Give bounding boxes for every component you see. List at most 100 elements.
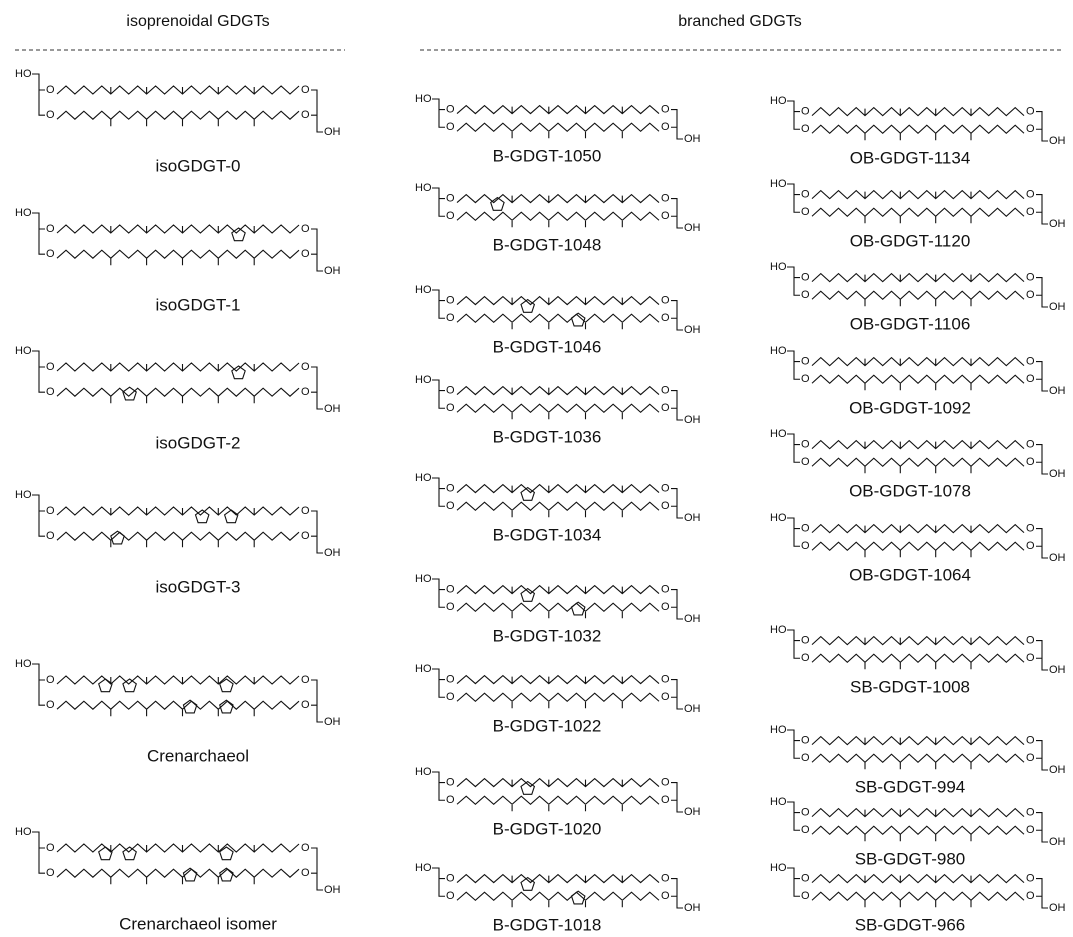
bond bbox=[671, 391, 683, 420]
alkyl-chain bbox=[57, 250, 299, 265]
atom-label: O bbox=[446, 601, 455, 613]
bond bbox=[671, 489, 683, 518]
atom-label: O bbox=[446, 674, 455, 686]
alkyl-chain bbox=[457, 676, 659, 684]
atom-label: OH bbox=[1049, 664, 1066, 676]
atom-label: HO bbox=[415, 374, 432, 386]
atom-label: O bbox=[661, 794, 670, 806]
bond bbox=[32, 664, 45, 705]
alkyl-chain bbox=[57, 225, 299, 233]
compound-label: B-GDGT-1034 bbox=[493, 525, 602, 544]
atom-label: OH bbox=[324, 403, 341, 415]
atom-label: HO bbox=[15, 826, 32, 838]
atom-label: OH bbox=[684, 902, 701, 914]
atom-label: O bbox=[446, 777, 455, 789]
compound-label: SB-GDGT-966 bbox=[855, 915, 966, 934]
alkyl-chain bbox=[812, 542, 1024, 557]
atom-label: O bbox=[446, 193, 455, 205]
atom-label: OH bbox=[684, 512, 701, 524]
atom-label: O bbox=[46, 530, 55, 542]
bond bbox=[787, 101, 800, 129]
alkyl-chain bbox=[457, 297, 659, 305]
atom-label: O bbox=[801, 735, 810, 747]
cyclopentane-ring bbox=[99, 847, 112, 860]
atom-label: O bbox=[46, 699, 55, 711]
atom-label: HO bbox=[15, 489, 32, 501]
bond bbox=[671, 879, 683, 908]
alkyl-chain bbox=[457, 387, 659, 395]
atom-label: O bbox=[801, 206, 810, 218]
alkyl-chain bbox=[812, 892, 1024, 907]
atom-label: O bbox=[446, 210, 455, 222]
atom-label: O bbox=[1026, 807, 1035, 819]
alkyl-chain bbox=[457, 892, 659, 907]
atom-label: O bbox=[301, 674, 310, 686]
bond bbox=[1036, 529, 1048, 558]
bond bbox=[1036, 741, 1048, 770]
atom-label: O bbox=[801, 824, 810, 836]
bond bbox=[432, 669, 445, 697]
atom-label: O bbox=[446, 584, 455, 596]
alkyl-chain bbox=[57, 844, 299, 852]
atom-label: HO bbox=[770, 724, 787, 736]
atom-label: HO bbox=[770, 796, 787, 808]
atom-label: O bbox=[1026, 106, 1035, 118]
alkyl-chain bbox=[457, 123, 659, 138]
compound-label: OB-GDGT-1106 bbox=[850, 314, 971, 333]
bond bbox=[432, 188, 445, 216]
alkyl-chain bbox=[812, 525, 1024, 533]
atom-label: HO bbox=[770, 862, 787, 874]
compound-label: SB-GDGT-980 bbox=[855, 849, 966, 868]
atom-label: O bbox=[446, 483, 455, 495]
atom-label: OH bbox=[1049, 218, 1066, 230]
atom-label: HO bbox=[415, 766, 432, 778]
atom-label: O bbox=[661, 873, 670, 885]
atom-label: O bbox=[661, 674, 670, 686]
cyclopentane-ring bbox=[99, 679, 112, 692]
atom-label: OH bbox=[324, 716, 341, 728]
compound-label: SB-GDGT-994 bbox=[855, 777, 966, 796]
bond bbox=[311, 680, 323, 722]
bond bbox=[787, 730, 800, 758]
atom-label: O bbox=[301, 84, 310, 96]
atom-label: O bbox=[1026, 635, 1035, 647]
atom-label: O bbox=[661, 104, 670, 116]
atom-label: O bbox=[301, 223, 310, 235]
atom-label: OH bbox=[684, 806, 701, 818]
atom-label: OH bbox=[324, 884, 341, 896]
atom-label: OH bbox=[684, 703, 701, 715]
atom-label: O bbox=[661, 385, 670, 397]
alkyl-chain bbox=[457, 314, 659, 329]
bond bbox=[787, 802, 800, 830]
compound-label: isoGDGT-3 bbox=[155, 577, 240, 596]
atom-label: HO bbox=[415, 663, 432, 675]
alkyl-chain bbox=[812, 754, 1024, 769]
bond bbox=[1036, 195, 1048, 224]
alkyl-chain bbox=[457, 195, 659, 203]
atom-label: HO bbox=[415, 862, 432, 874]
atom-label: O bbox=[661, 584, 670, 596]
atom-label: HO bbox=[15, 658, 32, 670]
bond bbox=[787, 184, 800, 212]
atom-label: O bbox=[301, 386, 310, 398]
atom-label: HO bbox=[770, 428, 787, 440]
compound-label: B-GDGT-1050 bbox=[493, 146, 602, 165]
atom-label: O bbox=[801, 540, 810, 552]
bond bbox=[1036, 879, 1048, 908]
atom-label: O bbox=[301, 699, 310, 711]
bond bbox=[671, 783, 683, 812]
compound-label: OB-GDGT-1134 bbox=[850, 148, 971, 167]
alkyl-chain bbox=[457, 603, 659, 618]
atom-label: HO bbox=[15, 68, 32, 80]
atom-label: HO bbox=[770, 95, 787, 107]
alkyl-chain bbox=[812, 826, 1024, 841]
compound-label: B-GDGT-1018 bbox=[493, 915, 602, 934]
atom-label: O bbox=[446, 104, 455, 116]
atom-label: O bbox=[1026, 439, 1035, 451]
atom-label: OH bbox=[1049, 902, 1066, 914]
atom-label: O bbox=[46, 84, 55, 96]
atom-label: O bbox=[1026, 735, 1035, 747]
bond bbox=[32, 74, 45, 115]
alkyl-chain bbox=[457, 502, 659, 517]
atom-label: O bbox=[801, 439, 810, 451]
